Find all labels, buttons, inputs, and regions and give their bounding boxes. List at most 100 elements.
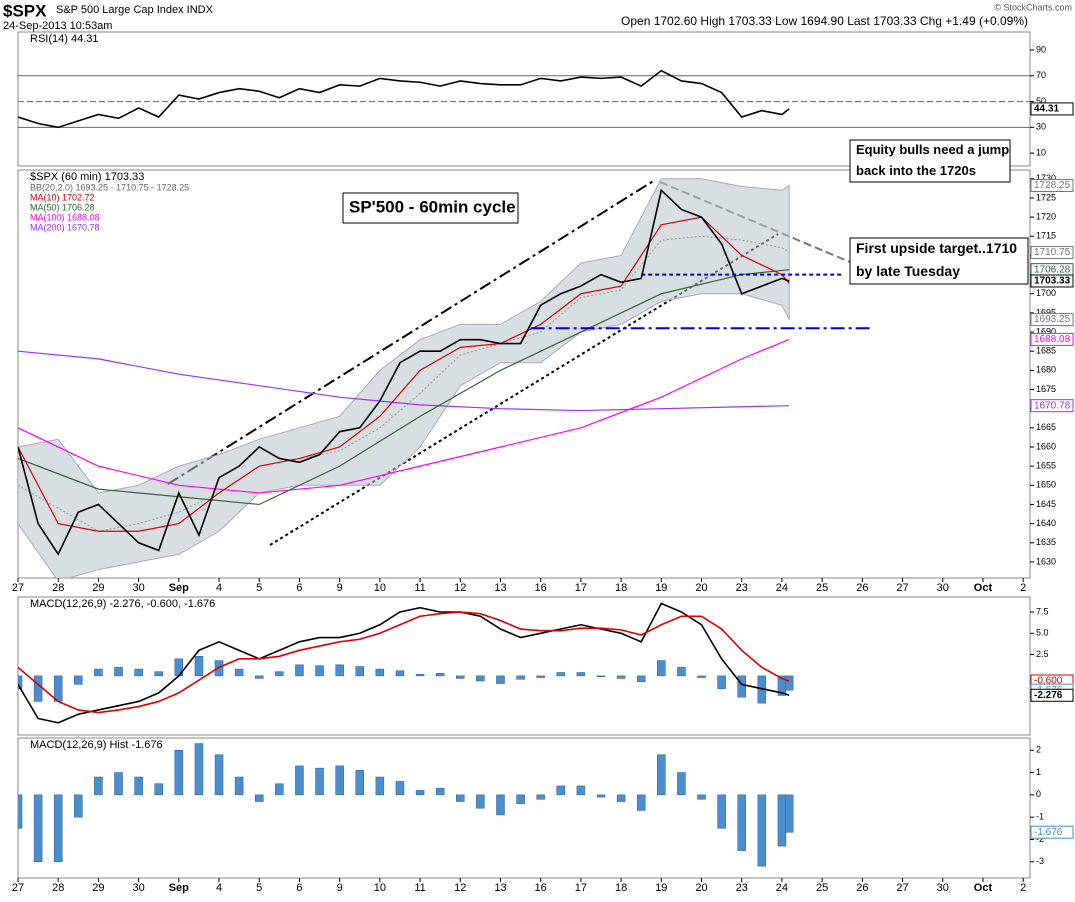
panel — [17, 31, 1031, 167]
legend-entry: MA(10) 1702.72 — [30, 192, 95, 202]
hist-bar — [335, 664, 344, 677]
x-tick-label: 23 — [736, 582, 748, 594]
quote: Open 1702.60 High 1703.33 Low 1694.90 La… — [621, 14, 1028, 28]
hist-bar — [355, 666, 365, 677]
hist-bar — [784, 675, 794, 691]
hist-bar — [375, 776, 385, 796]
symbol: $SPX — [3, 1, 47, 20]
panel-label: MACD(12,26,9) Hist -1.676 — [30, 739, 163, 751]
value-tag-label: 1688.08 — [1034, 334, 1071, 345]
y-tick-label: 1700 — [1036, 288, 1056, 298]
hist-bar — [335, 765, 344, 796]
panel-label: RSI(14) 44.31 — [30, 33, 98, 45]
hist-bar — [134, 776, 143, 796]
y-tick-label: 1675 — [1036, 384, 1056, 394]
hist-bar — [214, 754, 224, 796]
hist-bar — [33, 794, 43, 862]
x-tick-label: 26 — [856, 582, 868, 594]
annotation-box — [849, 237, 1029, 285]
series-line — [18, 602, 790, 724]
subtitle: S&P 500 Large Cap Index INDX — [56, 4, 214, 16]
x-tick-label: 24 — [776, 582, 788, 594]
series-line — [18, 269, 790, 506]
x-tick-label: 27 — [12, 582, 24, 594]
legend-entry: MA(200) 1670.78 — [30, 222, 100, 232]
x-tick-label: 10 — [374, 882, 386, 894]
x-tick-label: 29 — [92, 582, 104, 594]
x-tick-label: 30 — [132, 882, 144, 894]
hist-bar — [315, 665, 324, 677]
value-tag — [1030, 102, 1074, 116]
hist-bar — [636, 794, 646, 811]
x-tick-label: 4 — [216, 582, 222, 594]
x-tick-label: 23 — [736, 882, 748, 894]
series-line — [18, 216, 790, 532]
y-tick-label: 7.5 — [1036, 606, 1049, 616]
hist-bar — [496, 794, 505, 816]
y-tick-label: 50 — [1036, 96, 1046, 106]
hist-bar — [435, 673, 445, 677]
y-tick-label: 1665 — [1036, 422, 1056, 432]
x-tick-label: 28 — [52, 582, 64, 594]
hist-bar — [556, 672, 566, 677]
x-tick-label: 30 — [937, 582, 949, 594]
x-tick-label: 26 — [856, 882, 868, 894]
value-tag-label: 1670.78 — [1034, 400, 1071, 411]
hist-bar — [234, 668, 244, 677]
hist-bar — [576, 672, 586, 677]
plot — [18, 743, 794, 867]
annotation-text: Equity bulls need a jump — [856, 142, 1009, 157]
y-tick-label: 0 — [1036, 789, 1041, 799]
panel-label: $SPX (60 min) 1703.33 — [30, 171, 144, 183]
hist-bar — [18, 675, 23, 689]
value-tag — [1030, 274, 1074, 288]
hist-bar — [677, 772, 686, 796]
value-tag — [1030, 332, 1074, 346]
x-tick-label: 18 — [615, 582, 627, 594]
legend-entry: MA(100) 1688.08 — [30, 212, 100, 222]
hist-bar — [516, 675, 525, 680]
hist-bar — [496, 675, 505, 684]
y-tick-label: 1725 — [1036, 192, 1056, 202]
plot — [18, 602, 794, 724]
hist-bar — [234, 776, 244, 796]
trendline — [167, 179, 656, 485]
y-tick-label: 1655 — [1036, 461, 1056, 471]
y-tick-label: 1695 — [1036, 307, 1056, 317]
x-tick-label: 20 — [695, 882, 707, 894]
hist-bar — [784, 794, 794, 833]
value-tag-label: 1728.25 — [1034, 180, 1071, 191]
x-tick-label: 6 — [296, 882, 302, 894]
annotation-text: back into the 1720s — [856, 163, 976, 178]
hist-bar — [777, 794, 787, 847]
value-tag-label: 1703.33 — [1034, 276, 1071, 287]
x-tick-label: 30 — [937, 882, 949, 894]
y-tick-label: 1635 — [1036, 537, 1056, 547]
x-tick-label: 5 — [256, 582, 262, 594]
y-tick-label: -1 — [1036, 812, 1044, 822]
y-tick-label: 1690 — [1036, 326, 1056, 336]
hist-bar — [717, 794, 726, 829]
series-line — [18, 338, 790, 494]
value-tag — [1030, 399, 1074, 413]
legend-entry: BB(20,2.0) 1693.25 - 1710.75 - 1728.25 — [30, 182, 189, 192]
y-tick-label: 1640 — [1036, 518, 1056, 528]
hist-bar — [596, 675, 606, 677]
hist-bar — [476, 675, 485, 682]
hist-bar — [18, 794, 23, 829]
hist-bar — [556, 785, 566, 796]
x-tick-label: 12 — [454, 882, 466, 894]
x-tick-label: Sep — [169, 582, 189, 594]
panel — [17, 737, 1031, 879]
y-tick-label: 1630 — [1036, 556, 1056, 566]
panel — [17, 169, 1031, 579]
x-tick-label: 20 — [695, 582, 707, 594]
y-tick-label: 90 — [1036, 44, 1046, 54]
value-tag — [1030, 179, 1074, 193]
x-tick-label: 25 — [816, 882, 828, 894]
hist-bar — [174, 750, 184, 796]
hist-bar — [53, 675, 63, 702]
y-tick-label: 1715 — [1036, 231, 1056, 241]
panel — [17, 596, 1031, 736]
x-tick-label: 16 — [535, 882, 547, 894]
